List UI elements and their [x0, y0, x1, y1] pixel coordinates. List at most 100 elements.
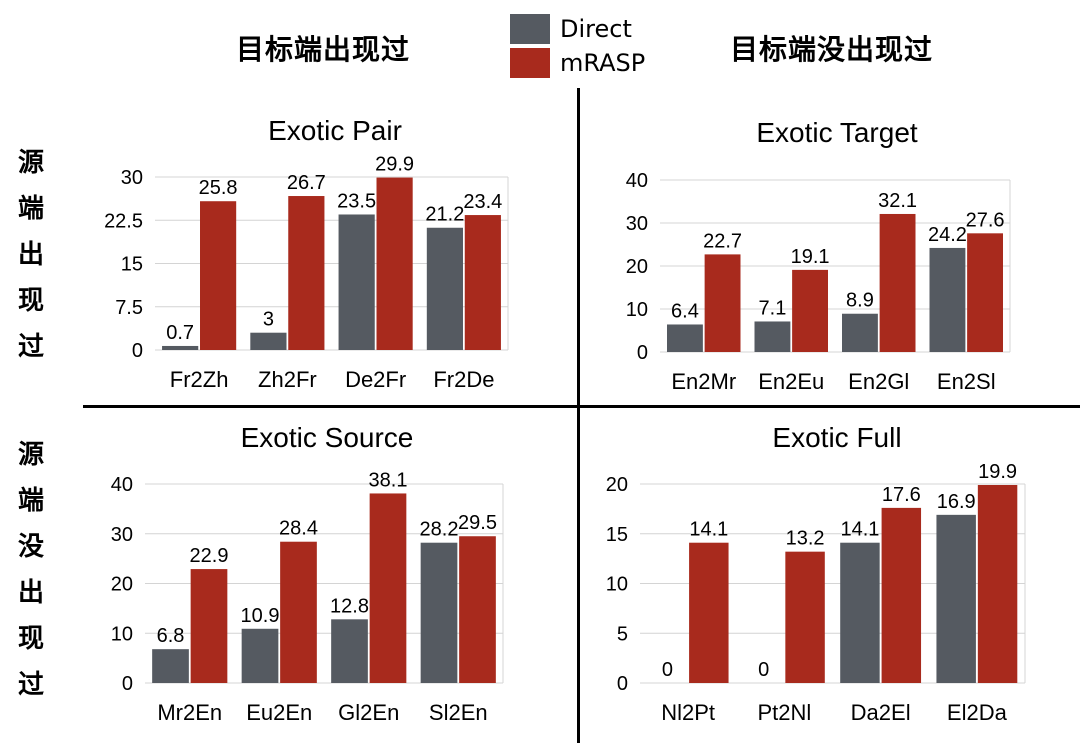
data-label-direct-gl2en: 12.8	[330, 595, 369, 617]
column-header-target-seen: 目标端出现过	[236, 33, 411, 66]
y-tick-label: 0	[617, 673, 628, 695]
x-tick-label-de2fr: De2Fr	[345, 367, 406, 392]
x-tick-label-mr2en: Mr2En	[157, 700, 222, 725]
y-tick-label: 40	[626, 170, 648, 192]
bar-mrasp-en2gl	[879, 213, 916, 352]
bar-mrasp-pt2nl	[785, 551, 825, 683]
data-label-mrasp-da2el: 17.6	[882, 484, 921, 506]
y-tick-label: 22.5	[104, 210, 143, 232]
x-tick-label-el2da: El2Da	[947, 700, 1008, 725]
bar-mrasp-eu2en	[280, 541, 317, 683]
y-tick-label: 30	[626, 213, 648, 235]
chart-title: Exotic Target	[756, 117, 918, 148]
y-tick-label: 10	[626, 299, 648, 321]
y-tick-label: 40	[111, 474, 133, 496]
bar-direct-da2el	[840, 542, 880, 683]
data-label-direct-pt2nl: 0	[758, 659, 769, 681]
bar-direct-el2da	[936, 514, 976, 683]
x-tick-label-en2gl: En2Gl	[848, 369, 909, 394]
data-label-mrasp-eu2en: 28.4	[279, 518, 318, 540]
bar-direct-mr2en	[152, 649, 189, 683]
quadrant-divider-vertical	[577, 88, 580, 743]
y-tick-label: 20	[626, 256, 648, 278]
y-tick-label: 7.5	[115, 297, 143, 319]
bar-mrasp-en2mr	[704, 254, 741, 352]
y-tick-label: 20	[111, 574, 133, 596]
data-label-direct-da2el: 14.1	[840, 519, 879, 541]
y-tick-label: 10	[111, 623, 133, 645]
legend-swatch-direct	[510, 14, 550, 44]
x-tick-label-fr2de: Fr2De	[433, 367, 494, 392]
y-tick-label: 10	[606, 574, 628, 596]
data-label-direct-sl2en: 28.2	[420, 519, 459, 541]
data-label-mrasp-mr2en: 22.9	[190, 545, 229, 567]
bar-direct-sl2en	[420, 542, 458, 683]
bar-direct-zh2fr	[250, 332, 287, 350]
y-tick-label: 0	[132, 340, 143, 362]
data-label-direct-de2fr: 23.5	[337, 190, 376, 212]
bar-mrasp-mr2en	[190, 569, 228, 683]
data-label-mrasp-en2eu: 19.1	[791, 246, 830, 268]
data-label-direct-en2sl: 24.2	[928, 224, 967, 246]
bar-direct-gl2en	[331, 619, 368, 683]
data-label-direct-en2mr: 6.4	[671, 300, 699, 322]
x-tick-label-eu2en: Eu2En	[246, 700, 312, 725]
x-tick-label-zh2fr: Zh2Fr	[258, 367, 317, 392]
data-label-mrasp-de2fr: 29.9	[375, 154, 414, 176]
y-tick-label: 15	[121, 254, 143, 276]
legend: Direct mRASP	[510, 12, 645, 80]
bar-mrasp-sl2en	[459, 536, 496, 683]
y-tick-label: 30	[121, 167, 143, 189]
y-tick-label: 15	[606, 524, 628, 546]
x-tick-label-en2mr: En2Mr	[671, 369, 736, 394]
data-label-direct-nl2pt: 0	[662, 659, 673, 681]
data-label-mrasp-zh2fr: 26.7	[287, 172, 326, 194]
bar-mrasp-el2da	[977, 484, 1018, 683]
legend-label-mrasp: mRASP	[560, 49, 646, 77]
data-label-direct-mr2en: 6.8	[157, 625, 185, 647]
y-tick-label: 0	[637, 342, 648, 364]
bar-mrasp-zh2fr	[288, 196, 325, 350]
x-tick-label-gl2en: Gl2En	[338, 700, 399, 725]
bar-direct-fr2zh	[162, 345, 199, 350]
data-label-direct-en2gl: 8.9	[846, 290, 874, 312]
data-label-mrasp-el2da: 19.9	[978, 461, 1017, 483]
bar-mrasp-gl2en	[369, 493, 407, 683]
x-tick-label-en2eu: En2Eu	[758, 369, 824, 394]
legend-item-mrasp: mRASP	[510, 46, 645, 80]
data-label-direct-zh2fr: 3	[263, 309, 274, 331]
data-label-mrasp-en2sl: 27.6	[966, 209, 1005, 231]
data-label-mrasp-gl2en: 38.1	[369, 469, 408, 491]
x-tick-label-en2sl: En2Sl	[937, 369, 996, 394]
x-tick-label-pt2nl: Pt2Nl	[757, 700, 811, 725]
legend-label-direct: Direct	[560, 15, 632, 43]
x-tick-label-da2el: Da2El	[851, 700, 911, 725]
data-label-direct-eu2en: 10.9	[241, 605, 280, 627]
chart-title: Exotic Source	[241, 422, 414, 453]
x-tick-label-fr2zh: Fr2Zh	[170, 367, 229, 392]
y-tick-label: 30	[111, 524, 133, 546]
data-label-direct-fr2de: 21.2	[425, 204, 464, 226]
data-label-mrasp-fr2de: 23.4	[463, 191, 502, 213]
bar-mrasp-fr2de	[464, 215, 501, 350]
bar-mrasp-da2el	[881, 507, 922, 683]
data-label-direct-fr2zh: 0.7	[166, 322, 194, 344]
bar-direct-de2fr	[338, 214, 375, 350]
y-tick-label: 20	[606, 474, 628, 496]
bar-mrasp-en2eu	[792, 269, 828, 352]
data-label-mrasp-en2mr: 22.7	[703, 230, 742, 252]
bar-mrasp-de2fr	[376, 177, 413, 350]
chart-exotic-pair: Exotic Pair 0 7.5 15 22.5 30 0.7 25.8 Fr2Zh 3 26.7…	[104, 115, 509, 392]
bar-direct-fr2de	[426, 227, 463, 350]
row-header-source-seen: 源端出现过	[17, 148, 44, 362]
legend-item-direct: Direct	[510, 12, 645, 46]
bar-mrasp-nl2pt	[689, 542, 729, 683]
bar-direct-eu2en	[241, 628, 279, 683]
data-label-direct-el2da: 16.9	[937, 491, 976, 513]
chart-exotic-full: Exotic Full 0 5 10 15 20 0 14.1 Nl2Pt 0 13.2 Pt2Nl 1…	[606, 422, 1026, 725]
bar-mrasp-fr2zh	[200, 201, 237, 350]
bar-direct-en2eu	[754, 321, 791, 352]
chart-title: Exotic Pair	[268, 115, 402, 146]
chart-exotic-target: Exotic Target 0 10 20 30 40 6.4 22.7 En2Mr 7.1 19.…	[626, 117, 1011, 394]
